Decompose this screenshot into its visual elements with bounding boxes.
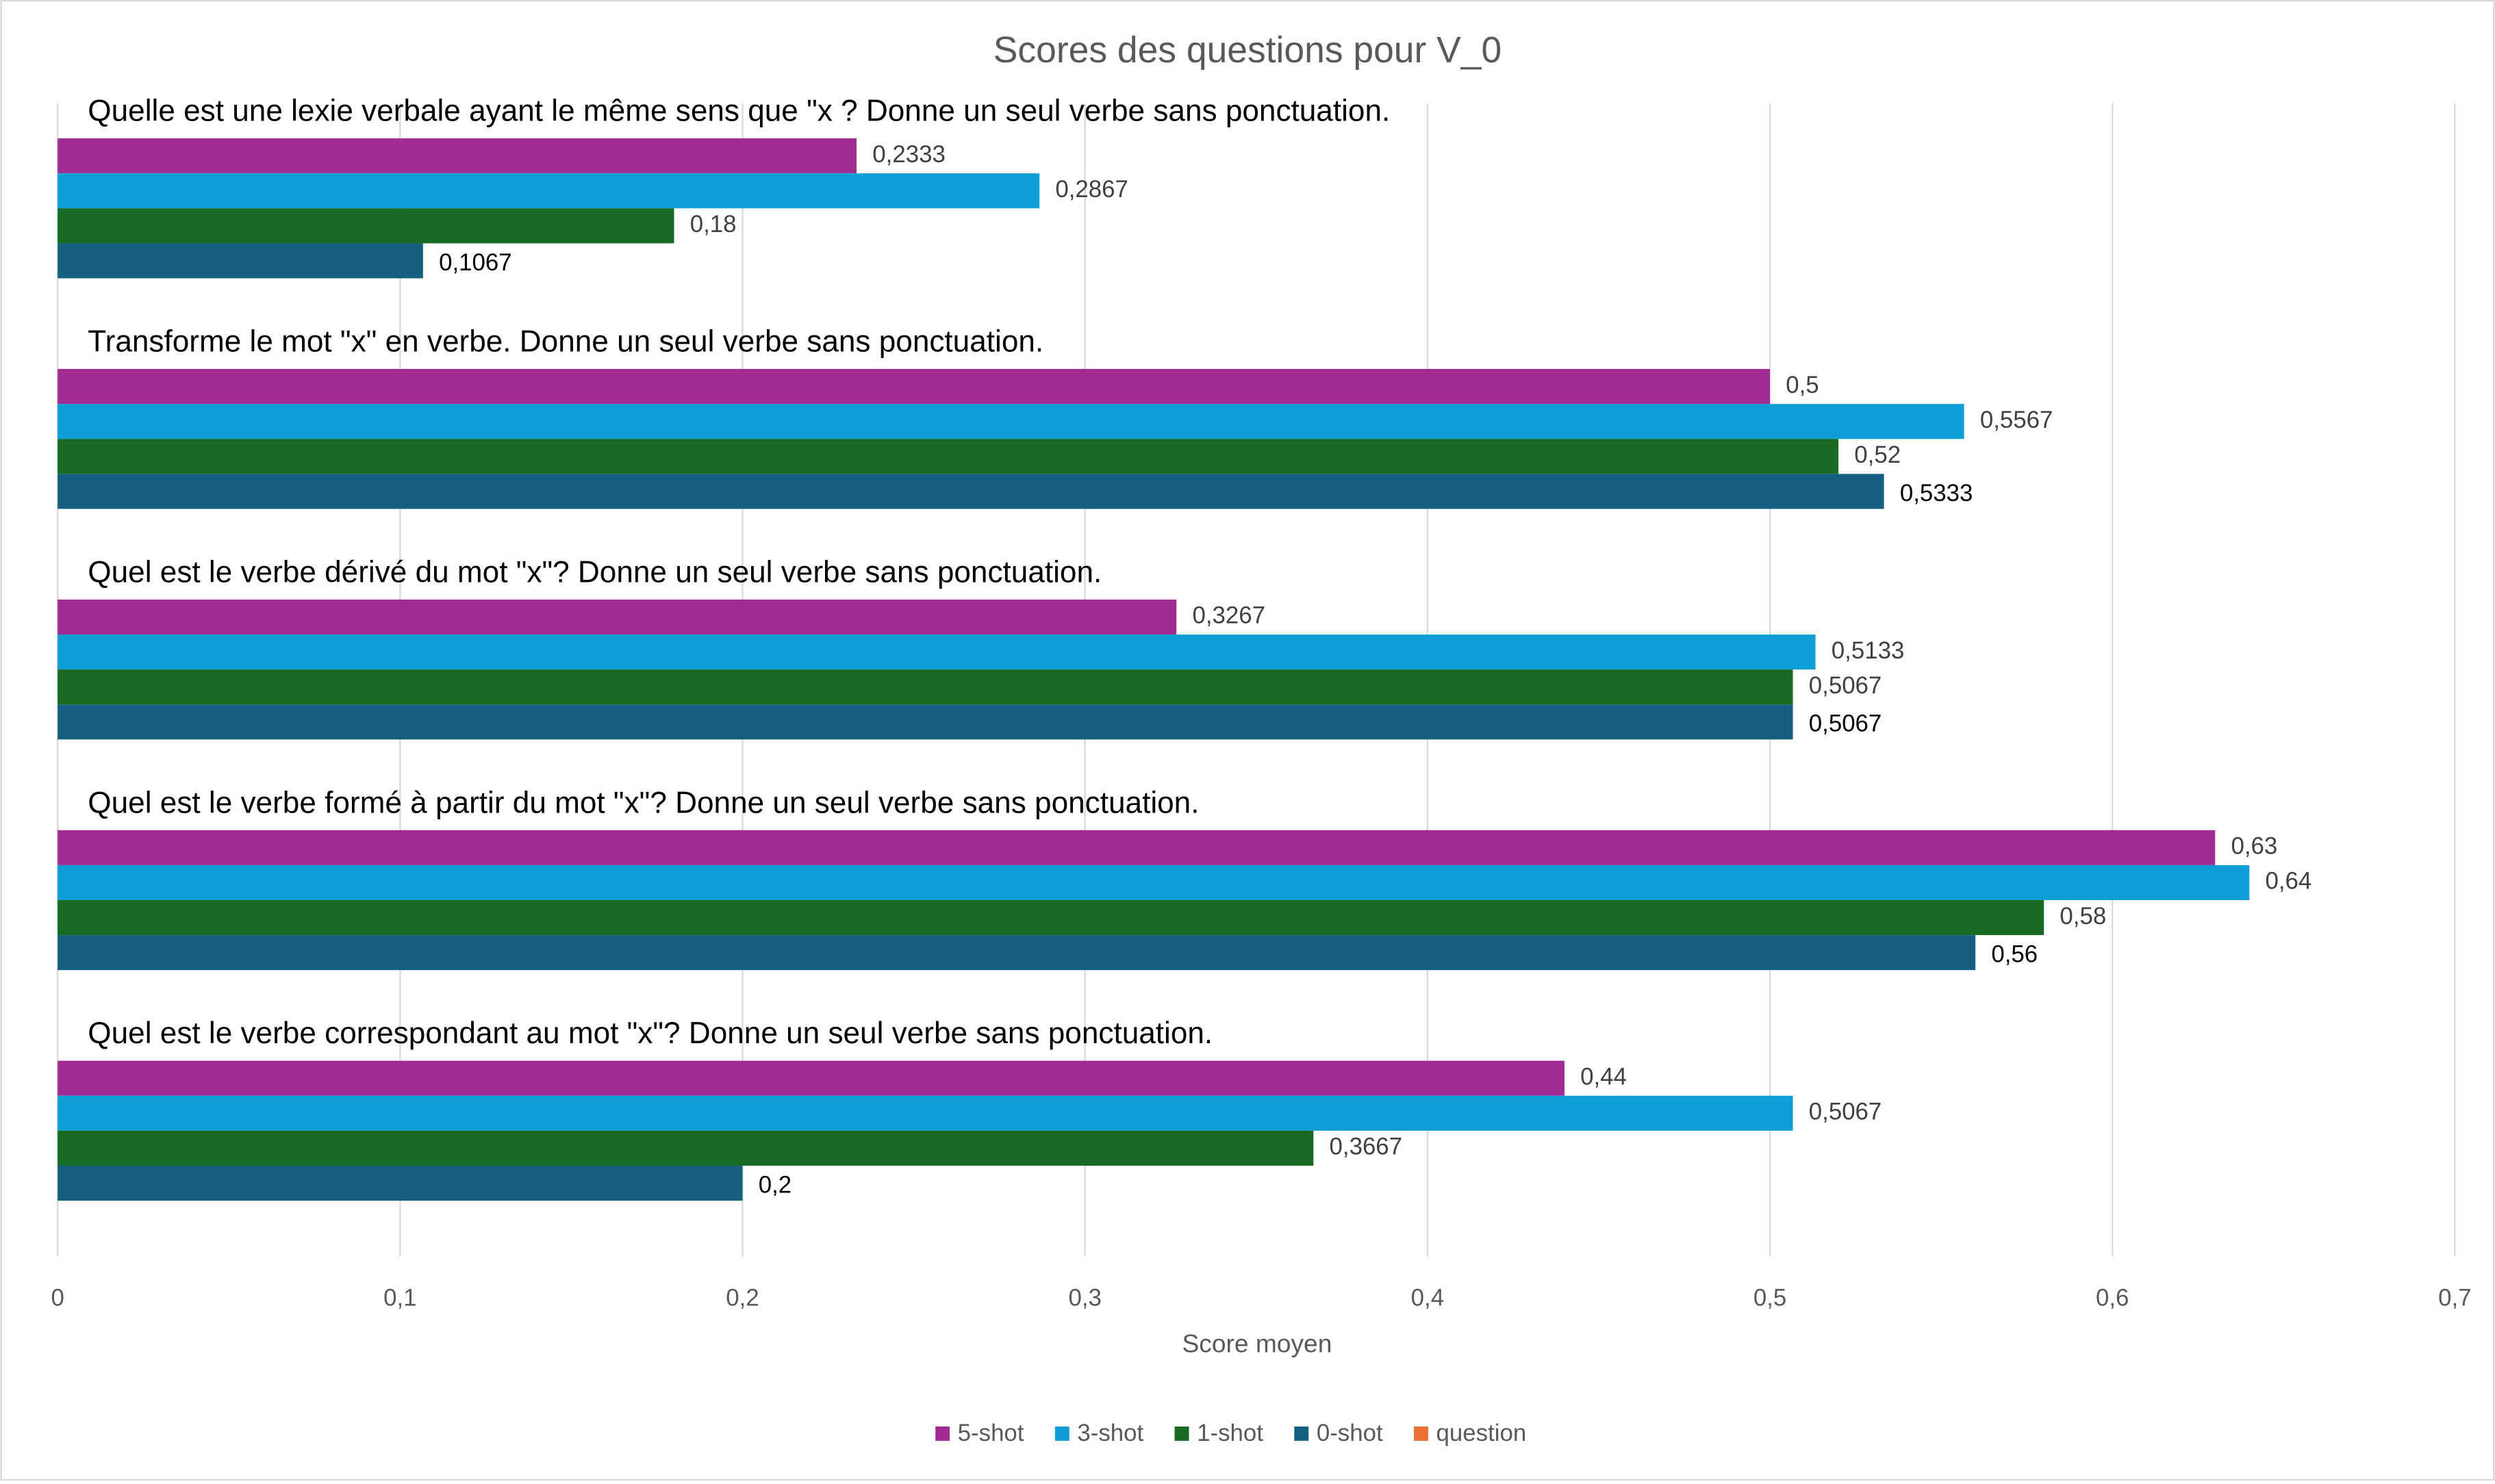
chart-title: Scores des questions pour V_0 xyxy=(993,30,1502,71)
value-label: 0,5 xyxy=(1786,372,1819,398)
value-label: 0,5067 xyxy=(1809,711,1882,737)
x-tick-label: 0 xyxy=(51,1284,64,1311)
value-label: 0,5133 xyxy=(1832,637,1905,664)
category-label: Transforme le mot "x" en verbe. Donne un… xyxy=(88,324,1043,358)
bar xyxy=(58,173,1040,209)
bar xyxy=(58,1165,743,1201)
value-label: 0,2867 xyxy=(1055,176,1128,203)
bar xyxy=(58,404,1964,439)
category-label: Quel est le verbe correspondant au mot "… xyxy=(88,1016,1213,1050)
bar xyxy=(58,865,2250,900)
bar xyxy=(58,830,2216,865)
legend-label: question xyxy=(1436,1420,1527,1446)
legend-label: 3-shot xyxy=(1077,1420,1143,1446)
value-label: 0,56 xyxy=(1991,941,2038,968)
value-label: 0,2333 xyxy=(872,141,946,168)
value-label: 0,5333 xyxy=(1900,480,1973,507)
value-label: 0,2 xyxy=(759,1171,791,1198)
x-tick-label: 0,1 xyxy=(383,1284,416,1311)
bar xyxy=(58,439,1839,474)
bar xyxy=(58,474,1884,509)
legend-swatch xyxy=(935,1427,950,1441)
legend-swatch xyxy=(1294,1427,1309,1441)
bar xyxy=(58,369,1771,405)
value-label: 0,52 xyxy=(1854,442,1901,468)
legend-swatch xyxy=(1414,1427,1428,1441)
bar xyxy=(58,138,857,174)
x-axis-title: Score moyen xyxy=(1182,1329,1332,1357)
bar xyxy=(58,599,1177,635)
legend-label: 5-shot xyxy=(958,1420,1024,1446)
legend-label: 0-shot xyxy=(1317,1420,1383,1446)
bar xyxy=(58,243,423,279)
value-label: 0,18 xyxy=(690,211,737,238)
bar xyxy=(58,635,1816,670)
legend-swatch xyxy=(1174,1427,1189,1441)
x-tick-label: 0,5 xyxy=(1753,1284,1786,1311)
category-label: Quel est le verbe formé à partir du mot … xyxy=(88,786,1199,819)
legend-label: 1-shot xyxy=(1197,1420,1263,1446)
x-tick-label: 0,7 xyxy=(2438,1284,2471,1311)
bar xyxy=(58,935,1976,971)
value-label: 0,3667 xyxy=(1330,1134,1403,1160)
value-label: 0,63 xyxy=(2231,833,2278,860)
value-label: 0,1067 xyxy=(439,249,512,276)
bar xyxy=(58,899,2044,936)
bar xyxy=(58,669,1793,705)
value-label: 0,3267 xyxy=(1192,602,1265,629)
value-label: 0,5067 xyxy=(1809,1099,1882,1125)
category-label: Quelle est une lexie verbale ayant le mê… xyxy=(88,94,1390,128)
legend-swatch xyxy=(1054,1427,1069,1441)
x-tick-label: 0,3 xyxy=(1068,1284,1101,1311)
bar xyxy=(58,704,1793,740)
value-label: 0,5067 xyxy=(1809,672,1882,699)
value-label: 0,58 xyxy=(2060,903,2106,930)
value-label: 0,5567 xyxy=(1980,407,2053,433)
value-label: 0,44 xyxy=(1580,1063,1627,1090)
category-label: Quel est le verbe dérivé du mot "x"? Don… xyxy=(88,555,1102,589)
bar xyxy=(58,1130,1314,1166)
bar xyxy=(58,208,674,244)
bar xyxy=(58,1095,1793,1131)
value-label: 0,64 xyxy=(2266,868,2312,895)
x-tick-label: 0,6 xyxy=(2096,1284,2129,1311)
bar xyxy=(58,1060,1565,1096)
x-tick-label: 0,2 xyxy=(726,1284,759,1311)
x-tick-label: 0,4 xyxy=(1411,1284,1444,1311)
